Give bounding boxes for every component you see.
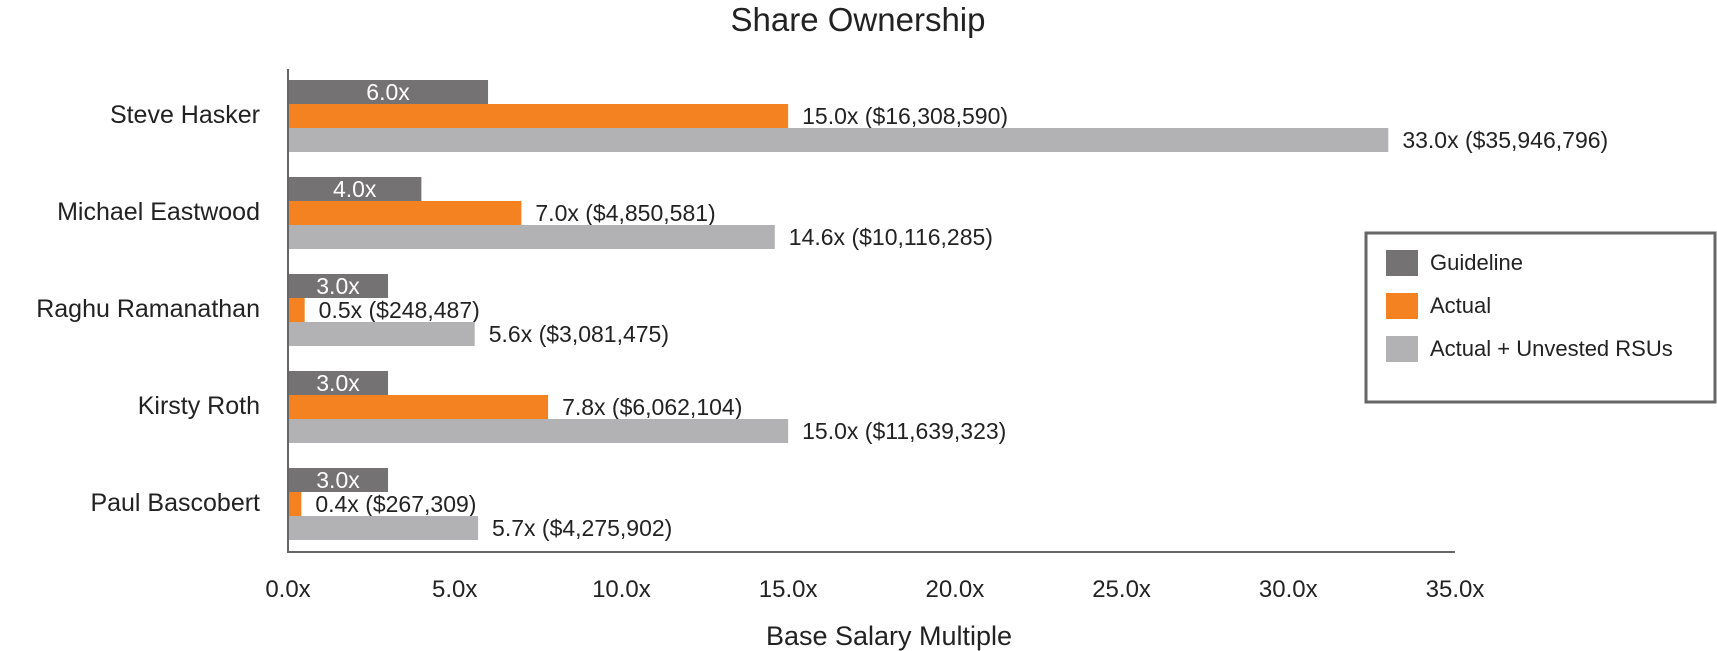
legend-label-actual-unvested-rsus: Actual + Unvested RSUs — [1430, 336, 1673, 361]
x-tick-label: 35.0x — [1426, 576, 1485, 603]
bar-actual-kirsty-roth — [288, 395, 549, 419]
data-label-actual-unvested-rsus-steve-hasker: 33.0x ($35,946,796) — [1402, 127, 1608, 153]
x-tick-label: 20.0x — [925, 576, 984, 603]
bar-actual-michael-eastwood — [288, 201, 522, 225]
bar-actual-unvested-rsus-raghu-ramanathan — [288, 322, 475, 346]
data-label-guideline-kirsty-roth: 3.0x — [316, 370, 360, 396]
data-label-actual-unvested-rsus-raghu-ramanathan: 5.6x ($3,081,475) — [489, 321, 669, 347]
bar-actual-unvested-rsus-kirsty-roth — [288, 419, 789, 443]
category-labels: Steve Hasker Michael Eastwood Raghu Ramana… — [36, 101, 260, 517]
data-label-actual-raghu-ramanathan: 0.5x ($248,487) — [319, 297, 480, 323]
data-label-actual-unvested-rsus-michael-eastwood: 14.6x ($10,116,285) — [789, 224, 993, 250]
data-label-guideline-raghu-ramanathan: 3.0x — [316, 273, 360, 299]
legend-swatch-guideline — [1386, 250, 1418, 276]
data-label-actual-steve-hasker: 15.0x ($16,308,590) — [802, 103, 1008, 129]
bar-guideline-michael-eastwood — [288, 177, 422, 201]
bar-guideline-steve-hasker — [288, 80, 489, 104]
data-label-actual-paul-bascobert: 0.4x ($267,309) — [315, 491, 476, 517]
bar-guideline-raghu-ramanathan — [288, 274, 389, 298]
legend: Guideline Actual Actual + Unvested RSUs — [1364, 231, 1717, 404]
bar-actual-paul-bascobert — [288, 492, 302, 516]
data-label-actual-kirsty-roth: 7.8x ($6,062,104) — [562, 394, 742, 420]
x-tick-label: 25.0x — [1092, 576, 1151, 603]
legend-label-guideline: Guideline — [1430, 250, 1523, 275]
category-label-steve-hasker: Steve Hasker — [110, 101, 260, 129]
legend-box — [1364, 231, 1717, 404]
x-tick-label: 15.0x — [759, 576, 818, 603]
category-label-paul-bascobert: Paul Bascobert — [90, 489, 260, 517]
legend-swatch-actual — [1386, 293, 1418, 319]
category-label-michael-eastwood: Michael Eastwood — [57, 198, 260, 226]
x-tick-labels: 0.0x 5.0x 10.0x 15.0x 20.0x 25.0x 30.0x 35.0x — [265, 576, 1484, 603]
bar-actual-unvested-rsus-michael-eastwood — [288, 225, 775, 249]
bar-actual-unvested-rsus-paul-bascobert — [288, 516, 479, 540]
bar-guideline-kirsty-roth — [288, 371, 389, 395]
bar-actual-raghu-ramanathan — [288, 298, 305, 322]
bars-group: 6.0x 15.0x ($16,308,590) 33.0x ($35,946,79… — [288, 79, 1608, 541]
data-label-actual-unvested-rsus-kirsty-roth: 15.0x ($11,639,323) — [802, 418, 1006, 444]
bar-guideline-paul-bascobert — [288, 468, 389, 492]
category-label-raghu-ramanathan: Raghu Ramanathan — [36, 295, 260, 323]
chart-title: Share Ownership — [731, 1, 986, 38]
bar-actual-steve-hasker — [288, 104, 789, 128]
data-label-guideline-michael-eastwood: 4.0x — [333, 176, 377, 202]
x-axis-title: Base Salary Multiple — [766, 621, 1012, 651]
x-tick-label: 5.0x — [432, 576, 477, 603]
axes-group — [287, 69, 1455, 553]
category-label-kirsty-roth: Kirsty Roth — [138, 392, 260, 420]
legend-label-actual: Actual — [1430, 293, 1491, 318]
x-tick-label: 10.0x — [592, 576, 651, 603]
x-tick-label: 30.0x — [1259, 576, 1318, 603]
data-label-actual-unvested-rsus-paul-bascobert: 5.7x ($4,275,902) — [492, 515, 672, 541]
x-tick-label: 0.0x — [265, 576, 310, 603]
legend-swatch-actual-unvested-rsus — [1386, 336, 1418, 362]
bar-actual-unvested-rsus-steve-hasker — [288, 128, 1389, 152]
data-label-guideline-paul-bascobert: 3.0x — [316, 467, 360, 493]
data-label-guideline-steve-hasker: 6.0x — [366, 79, 410, 105]
data-label-actual-michael-eastwood: 7.0x ($4,850,581) — [535, 200, 715, 226]
